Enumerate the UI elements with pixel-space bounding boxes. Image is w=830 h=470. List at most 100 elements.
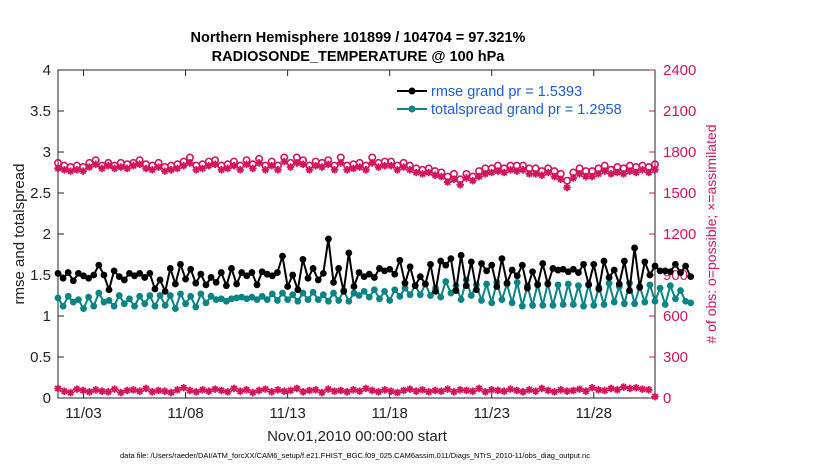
obs-possible-point	[468, 172, 477, 181]
rmse-point	[396, 256, 404, 264]
spread-point	[217, 295, 225, 303]
rmse-point	[192, 279, 200, 287]
rmse-point	[478, 260, 485, 267]
spread-point	[437, 293, 445, 301]
obs-assimilated-point	[198, 164, 207, 173]
rmse-point	[529, 268, 536, 276]
rmse-point	[661, 267, 669, 275]
obs-rejected-point	[286, 386, 295, 395]
spread-point	[442, 278, 450, 285]
spread-point	[376, 295, 383, 303]
rmse-point	[467, 258, 475, 266]
rmse-point	[646, 271, 654, 279]
rmse-point	[473, 286, 480, 294]
rmse-point	[115, 273, 123, 281]
obs-assimilated-point	[343, 165, 351, 174]
obs-assimilated-point	[161, 167, 169, 175]
rmse-point	[69, 277, 77, 285]
y-right-tick-label: 2100	[663, 103, 696, 120]
obs-assimilated-point	[355, 163, 364, 171]
rmse-point	[406, 263, 414, 271]
obs-rejected-point	[98, 387, 106, 395]
obs-rejected-point	[651, 392, 659, 401]
obs-rejected-point	[305, 386, 314, 395]
spread-point	[330, 289, 337, 297]
spread-point	[508, 299, 516, 307]
rmse-point	[595, 285, 603, 293]
obs-assimilated-point	[274, 165, 282, 174]
obs-assimilated-point	[519, 165, 527, 174]
obs-assimilated-point	[531, 170, 540, 178]
obs-rejected-point	[500, 387, 508, 395]
obs-assimilated-point	[79, 167, 87, 175]
rmse-point	[641, 258, 649, 266]
obs-rejected-point	[54, 384, 62, 393]
obs-assimilated-point	[249, 164, 257, 173]
obs-assimilated-point	[66, 167, 75, 175]
spread-point	[590, 301, 598, 309]
rmse-point	[600, 257, 608, 265]
spread-point	[299, 289, 307, 297]
spread-point	[569, 301, 577, 308]
y-left-tick-label: 2.5	[30, 185, 51, 202]
obs-assimilated-point	[148, 165, 157, 174]
obs-possible-point	[280, 153, 289, 162]
spread-point	[120, 300, 128, 308]
obs-assimilated-point	[619, 170, 628, 178]
obs-possible-point	[273, 161, 282, 170]
obs-rejected-point	[594, 386, 603, 394]
obs-rejected-point	[362, 384, 370, 393]
rmse-point	[554, 266, 562, 274]
obs-possible-point	[650, 160, 659, 169]
obs-assimilated-point	[380, 161, 389, 170]
spread-point	[126, 295, 133, 303]
obs-possible-point	[569, 168, 578, 177]
obs-rejected-point	[179, 383, 188, 392]
obs-assimilated-point	[236, 165, 245, 174]
obs-possible-point	[550, 167, 559, 176]
x-tick-label: 11/08	[167, 405, 203, 422]
legend-spread-label: totalspread grand pr = 1.2958	[431, 102, 622, 118]
obs-possible-point	[600, 161, 609, 170]
obs-possible-point	[336, 153, 345, 162]
obs-assimilated-point	[487, 168, 496, 177]
obs-possible-point	[324, 156, 333, 165]
obs-assimilated-point	[475, 172, 483, 181]
obs-rejected-point	[173, 386, 182, 394]
rmse-point	[294, 286, 302, 294]
obs-assimilated-point	[230, 161, 238, 170]
spread-point	[284, 296, 292, 303]
spread-point	[605, 279, 613, 287]
y-left-tick-label: 3.5	[30, 103, 51, 120]
spread-point	[54, 294, 62, 302]
spread-point	[171, 305, 179, 313]
obs-possible-point	[305, 161, 314, 170]
obs-rejected-point	[607, 384, 615, 393]
obs-possible-point	[607, 165, 616, 174]
spread-point	[161, 301, 169, 309]
obs-rejected-point	[582, 387, 590, 395]
obs-assimilated-point	[494, 167, 502, 175]
spread-point	[513, 278, 521, 286]
spread-point	[381, 288, 388, 295]
spread-point	[294, 297, 302, 305]
obs-rejected-point	[66, 388, 75, 397]
rmse-point	[136, 269, 144, 277]
obs-assimilated-point	[318, 163, 326, 171]
spread-point	[360, 288, 368, 295]
obs-rejected-point	[613, 386, 622, 394]
y-left-tick-label: 4	[43, 62, 51, 79]
obs-rejected-point	[217, 386, 226, 395]
obs-possible-point	[154, 158, 163, 167]
series-obs-rejected	[54, 383, 659, 401]
obs-possible-point	[236, 161, 245, 170]
obs-rejected-point	[223, 388, 232, 396]
rmse-point	[381, 267, 388, 275]
left-axis-ticks: 0 0.5 1 1.5 2 2.5 3 3.5 4	[30, 62, 64, 407]
obs-assimilated-point	[117, 163, 125, 171]
rmse-point	[626, 287, 633, 294]
obs-rejected-point	[91, 386, 100, 394]
spread-point	[365, 293, 373, 301]
obs-assimilated-point	[525, 170, 534, 178]
